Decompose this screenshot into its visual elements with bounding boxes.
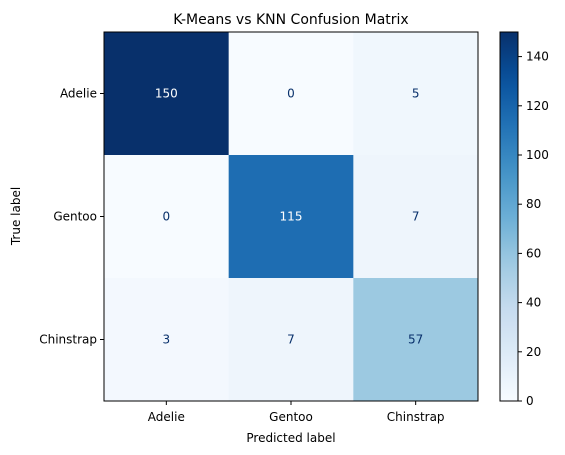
cell-value-label: 7 <box>287 333 295 347</box>
y-axis-label: True label <box>9 187 23 246</box>
cell-value-label: 57 <box>408 333 423 347</box>
heatmap-cell <box>104 278 230 402</box>
x-tick-label: Gentoo <box>269 410 313 424</box>
colorbar-tick-label: 60 <box>526 246 541 260</box>
x-axis-label: Predicted label <box>246 431 335 445</box>
heatmap-cell <box>228 32 354 156</box>
colorbar-tick-label: 20 <box>526 345 541 359</box>
heatmap-cell <box>228 155 354 279</box>
colorbar-tick-label: 120 <box>526 99 549 113</box>
colorbar-tick-label: 140 <box>526 50 549 64</box>
y-axis-ticks: Adelie Gentoo Chinstrap <box>39 87 104 347</box>
colorbar-tick-label: 100 <box>526 148 549 162</box>
heatmap-cell <box>104 155 230 279</box>
heatmap-cell <box>353 155 479 279</box>
x-axis-ticks: Adelie Gentoo Chinstrap <box>148 401 445 424</box>
y-tick-label: Adelie <box>60 87 97 101</box>
cell-value-label: 3 <box>163 333 171 347</box>
chart-title: K-Means vs KNN Confusion Matrix <box>173 12 408 28</box>
cell-value-label: 0 <box>287 87 295 101</box>
heatmap-cell <box>353 32 479 156</box>
colorbar-tick-label: 40 <box>526 296 541 310</box>
colorbar-ticks: 0 20 40 60 80 100 120 140 <box>518 50 549 408</box>
cell-value-label: 150 <box>155 87 178 101</box>
cell-value-label: 7 <box>412 210 420 224</box>
heatmap-cell <box>228 278 354 402</box>
y-tick-label: Chinstrap <box>39 333 97 347</box>
colorbar-tick-label: 80 <box>526 197 541 211</box>
cell-value-label: 115 <box>280 210 303 224</box>
cell-value-label: 0 <box>163 210 171 224</box>
x-tick-label: Adelie <box>148 410 185 424</box>
colorbar <box>499 31 519 402</box>
cell-value-label: 5 <box>412 87 420 101</box>
y-tick-label: Gentoo <box>53 210 97 224</box>
colorbar-tick-label: 0 <box>526 394 534 408</box>
x-tick-label: Chinstrap <box>387 410 445 424</box>
heatmap-cell <box>353 278 479 402</box>
heatmap-cell <box>104 32 230 156</box>
heatmap-cells: 150 0 5 0 115 7 3 7 57 <box>104 32 479 402</box>
